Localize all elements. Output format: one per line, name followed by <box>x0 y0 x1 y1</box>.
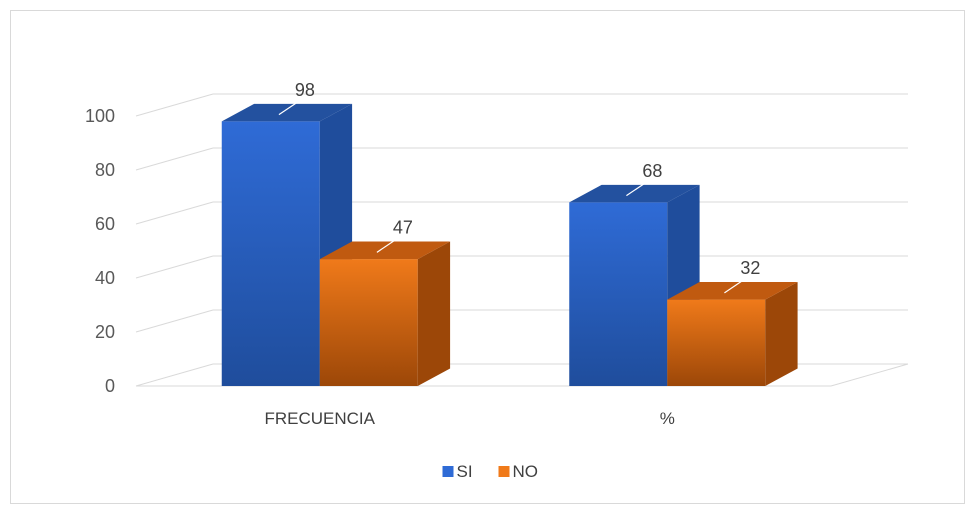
data-label-leader <box>278 99 302 116</box>
gridline-side <box>135 309 214 333</box>
gridline-side <box>135 93 214 117</box>
gridline-side <box>135 201 214 225</box>
legend-swatch <box>442 466 454 477</box>
data-label-leader <box>626 180 649 197</box>
y-tick-label: 60 <box>95 214 115 234</box>
bar-front <box>569 202 668 386</box>
legend-swatch <box>498 466 510 477</box>
gridline-side <box>135 255 214 279</box>
bar-top <box>221 103 353 122</box>
data-label-leader <box>376 237 400 253</box>
data-label-leader <box>724 277 747 294</box>
data-label: 98 <box>295 80 315 100</box>
chart-frame: 0 20 40 60 80 100 FRECUENCIA% 98 47 68 32 SI NO <box>10 10 965 504</box>
x-category-label: % <box>660 409 675 428</box>
bar-front <box>667 299 766 386</box>
y-tick-label: 100 <box>85 106 115 126</box>
bar-side <box>417 241 451 386</box>
y-axis-tick-labels: 0 20 40 60 80 100 <box>85 106 115 396</box>
x-axis-category-labels: FRECUENCIA% <box>264 409 674 428</box>
bar-side <box>765 282 798 386</box>
floor-right-edge <box>830 363 909 387</box>
data-label: 47 <box>393 218 413 238</box>
legend-label: NO <box>513 462 539 481</box>
bar-layer <box>221 103 798 387</box>
bar-no-1 <box>667 282 798 386</box>
bar-top <box>319 241 451 260</box>
legend-item-no: NO <box>498 462 539 481</box>
bar-front <box>221 121 320 387</box>
y-tick-label: 20 <box>95 322 115 342</box>
bar-no-0 <box>319 241 451 386</box>
legend: SI NO <box>442 462 539 481</box>
x-category-label: FRECUENCIA <box>264 409 375 428</box>
bar-top <box>667 282 798 300</box>
y-tick-label: 80 <box>95 160 115 180</box>
data-label: 32 <box>740 258 760 278</box>
gridline-side <box>135 363 214 387</box>
y-tick-label: 40 <box>95 268 115 288</box>
gridline-side <box>135 147 214 171</box>
legend-item-si: SI <box>442 462 473 481</box>
y-tick-label: 0 <box>105 376 115 396</box>
data-labels: 98 47 68 32 <box>278 80 760 294</box>
data-label: 68 <box>642 161 662 181</box>
bar-top <box>569 184 700 203</box>
bar-front <box>319 259 418 386</box>
legend-label: SI <box>457 462 473 481</box>
bar-chart-3d: 0 20 40 60 80 100 FRECUENCIA% 98 47 68 32 SI NO <box>85 80 909 481</box>
